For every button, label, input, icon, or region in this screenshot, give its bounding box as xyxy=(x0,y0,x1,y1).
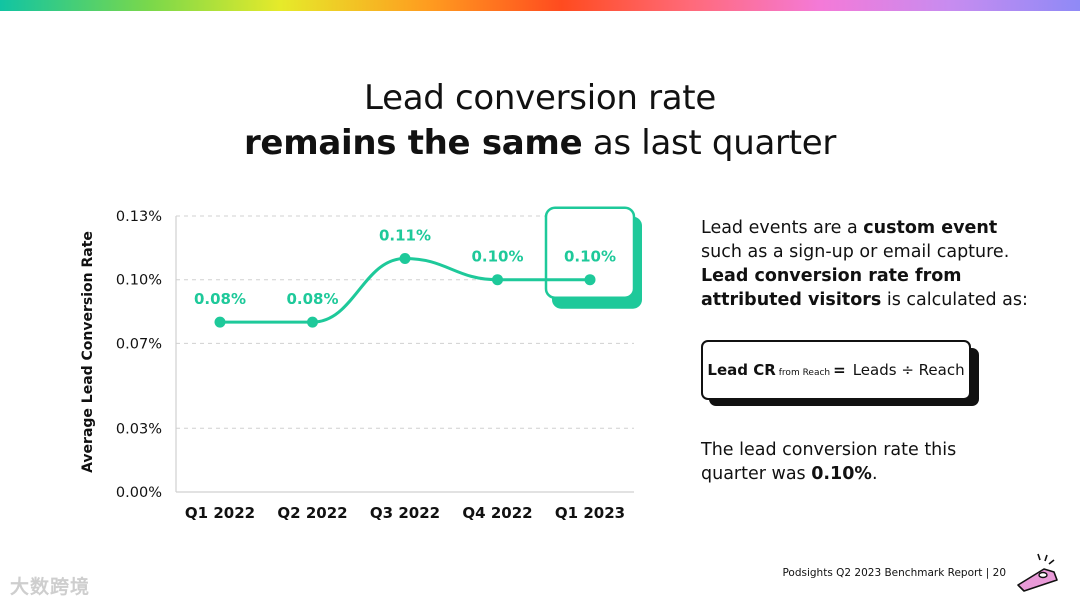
summary-paragraph: The lead conversion rate this quarter wa… xyxy=(701,438,991,486)
formula-box: Lead CR from Reach = Leads ÷ Reach xyxy=(701,340,971,400)
series-line xyxy=(220,256,590,324)
title-line-2-rest: as last quarter xyxy=(592,123,837,163)
y-tick-label: 0.07% xyxy=(116,336,162,352)
title-line-2: remains the same as last quarter xyxy=(0,121,1080,166)
x-tick-label: Q1 2023 xyxy=(555,504,625,522)
formula-lhs: Lead CR xyxy=(707,361,776,379)
y-tick-label: 0.03% xyxy=(116,421,162,437)
x-tick-label: Q1 2022 xyxy=(185,504,255,522)
summary-text: The lead conversion rate this quarter wa… xyxy=(701,440,957,484)
data-point xyxy=(584,274,596,286)
formula-rhs: Leads ÷ Reach xyxy=(852,361,965,379)
y-tick-label: 0.10% xyxy=(116,273,162,289)
summary-value: 0.10% xyxy=(811,464,872,484)
lead-conversion-chart: 0.00% 0.03% 0.07% 0.10% 0.13% Average Lead Co… xyxy=(80,206,642,522)
data-point xyxy=(399,252,411,264)
highlight-box xyxy=(544,206,636,299)
y-tick-label: 0.13% xyxy=(116,209,162,225)
data-label: 0.10% xyxy=(564,248,616,266)
definition-text-3: is calculated as: xyxy=(881,290,1028,310)
definition-text-1: Lead events are a xyxy=(701,218,864,238)
page-title: Lead conversion rate remains the same as… xyxy=(0,76,1080,166)
formula-subscript: from Reach xyxy=(778,368,831,378)
formula-equals: = xyxy=(833,361,846,379)
data-point xyxy=(492,274,503,286)
data-label: 0.11% xyxy=(379,226,431,244)
summary-period: . xyxy=(871,464,878,484)
x-tick-label: Q3 2022 xyxy=(370,504,440,522)
data-label: 0.08% xyxy=(286,290,338,308)
definition-text-2: such as a sign-up or email capture. xyxy=(701,242,1010,262)
data-label: 0.08% xyxy=(194,290,246,308)
data-point xyxy=(307,316,318,328)
watermark-text: 大数跨境 xyxy=(10,576,91,598)
rainbow-header-bar xyxy=(0,0,1080,11)
definition-paragraph: Lead events are a custom event such as a… xyxy=(701,216,1031,312)
y-tick-label: 0.00% xyxy=(116,485,162,501)
definition-bold-2: Lead conversion rate from attributed vis… xyxy=(701,266,962,310)
title-line-1: Lead conversion rate xyxy=(364,78,716,118)
formula-card: Lead CR from Reach = Leads ÷ Reach xyxy=(701,340,981,408)
kazoo-icon xyxy=(1017,553,1058,592)
x-tick-label: Q2 2022 xyxy=(277,504,347,522)
title-line-2-bold: remains the same xyxy=(243,123,583,163)
footer-text: Podsights Q2 2023 Benchmark Report | 20 xyxy=(782,567,1006,579)
data-label: 0.10% xyxy=(471,248,523,266)
x-tick-label: Q4 2022 xyxy=(462,504,532,522)
definition-bold-1: custom event xyxy=(863,218,998,238)
data-point xyxy=(214,316,226,328)
y-axis-title: Average Lead Conversion Rate xyxy=(80,231,96,473)
